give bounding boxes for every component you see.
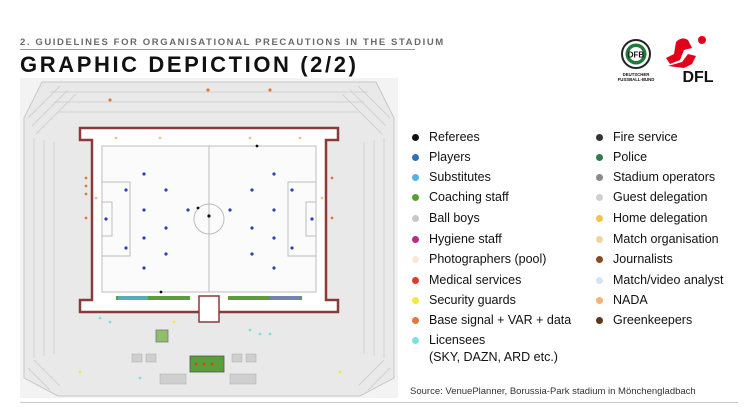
legend-item-coaching-staff: Coaching staff <box>412 189 509 206</box>
legend-dot <box>596 317 603 324</box>
legend-dot <box>596 215 603 222</box>
legend-dot <box>596 277 603 284</box>
title-divider <box>20 49 415 50</box>
legend-dot <box>412 337 419 344</box>
legend-item-substitutes: Substitutes <box>412 169 491 186</box>
legend-label: Police <box>613 150 648 164</box>
legend-dot <box>412 154 419 161</box>
section-title: 2. GUIDELINES FOR ORGANISATIONAL PRECAUT… <box>20 37 445 48</box>
legend-item-stadium-operators: Stadium operators <box>596 169 715 186</box>
legend-item-photographers: Photographers (pool) <box>412 251 546 268</box>
legend-dot <box>412 317 419 324</box>
legend-label: Fire service <box>613 130 678 144</box>
legend-label: Hygiene staff <box>429 232 502 246</box>
legend-dot <box>596 297 603 304</box>
legend-label: Referees <box>429 130 480 144</box>
legend-label: Players <box>429 150 471 164</box>
legend-dot <box>596 174 603 181</box>
legend-dot <box>412 134 419 141</box>
dfl-logo: DFL <box>666 36 714 86</box>
legend-dot <box>412 256 419 263</box>
legend-item-home-delegation: Home delegation <box>596 210 708 227</box>
legend-item-referees: Referees <box>412 129 480 146</box>
legend-dot <box>596 194 603 201</box>
legend-dot <box>596 256 603 263</box>
legend-item-security-guards: Security guards <box>412 292 516 309</box>
legend-item-ball-boys: Ball boys <box>412 210 480 227</box>
legend-label: Base signal + VAR + data <box>429 313 572 327</box>
source-note: Source: VenuePlanner, Borussia-Park stad… <box>410 386 696 397</box>
legend-label: Journalists <box>613 252 673 266</box>
legend-label: Match organisation <box>613 232 719 246</box>
legend-label: NADA <box>613 293 648 307</box>
legend-item-journalists: Journalists <box>596 251 673 268</box>
legend-item-players: Players <box>412 149 471 166</box>
legend-dot <box>412 236 419 243</box>
legend-item-match-organisation: Match organisation <box>596 231 719 248</box>
svg-text:DEUTSCHER: DEUTSCHER <box>623 72 651 77</box>
legend-dot <box>412 297 419 304</box>
legend-item-hygiene-staff: Hygiene staff <box>412 231 502 248</box>
legend-dot <box>596 236 603 243</box>
legend-item-medical-services: Medical services <box>412 272 521 289</box>
legend-item-fire-service: Fire service <box>596 129 678 146</box>
legend-dot <box>596 134 603 141</box>
legend-item-greenkeepers: Greenkeepers <box>596 312 692 329</box>
legend-item-police: Police <box>596 149 647 166</box>
legend-label: Medical services <box>429 273 522 287</box>
svg-text:DFB: DFB <box>628 51 645 60</box>
legend-dot <box>412 194 419 201</box>
legend-item-licensees: Licensees (SKY, DAZN, ARD etc.) <box>412 332 558 366</box>
legend-label: Security guards <box>429 293 516 307</box>
dfl-text: DFL <box>682 69 713 86</box>
legend-label: Match/video analyst <box>613 273 724 287</box>
legend-label: Coaching staff <box>429 190 509 204</box>
legend-item-base-signal: Base signal + VAR + data <box>412 312 571 329</box>
bottom-divider <box>20 402 738 403</box>
legend-label: Home delegation <box>613 211 708 225</box>
legend-item-match-video-analyst: Match/video analyst <box>596 272 723 289</box>
legend-item-guest-delegation: Guest delegation <box>596 189 708 206</box>
legend-dot <box>412 277 419 284</box>
legend-dot <box>412 215 419 222</box>
legend-dot <box>596 154 603 161</box>
svg-text:FUSSBALL-BUND: FUSSBALL-BUND <box>618 77 655 82</box>
page-title: GRAPHIC DEPICTION (2/2) <box>20 52 359 77</box>
legend-label: Substitutes <box>429 170 491 184</box>
legend-label: Licensees (SKY, DAZN, ARD etc.) <box>429 333 558 364</box>
legend-dot <box>412 174 419 181</box>
legend-label: Guest delegation <box>613 190 708 204</box>
legend-label: Ball boys <box>429 211 480 225</box>
dfb-logo: DFB DEUTSCHER FUSSBALL-BUND <box>618 39 655 82</box>
legend-label: Greenkeepers <box>613 313 693 327</box>
legend-item-nada: NADA <box>596 292 648 309</box>
stadium-diagram <box>20 78 398 398</box>
legend-label: Photographers (pool) <box>429 252 547 266</box>
legend-label: Stadium operators <box>613 170 716 184</box>
